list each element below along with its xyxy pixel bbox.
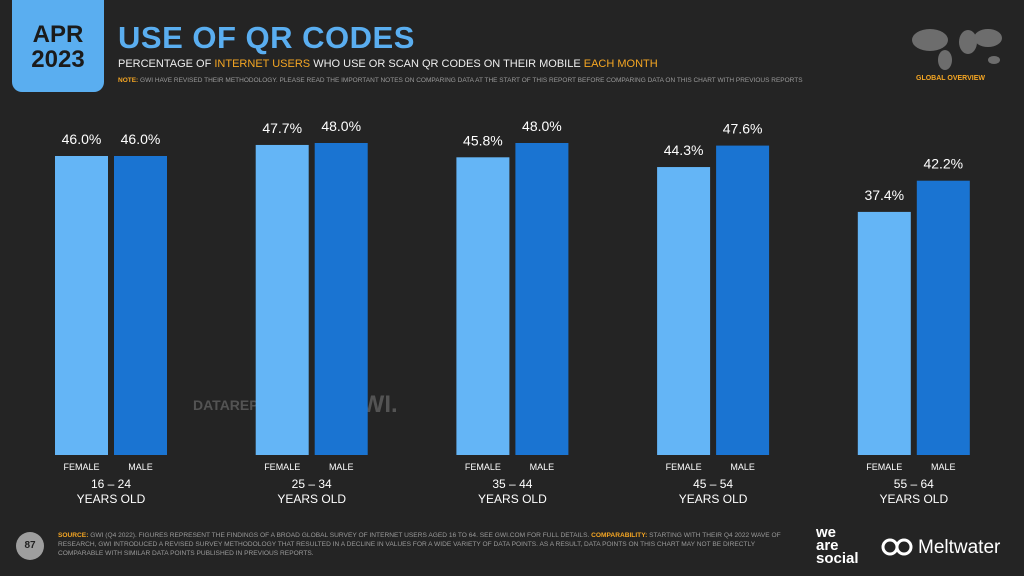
bar bbox=[255, 144, 309, 455]
category-label: 25 – 34 bbox=[292, 477, 332, 491]
brand-logo: we are social bbox=[816, 524, 859, 567]
subtitle-part: WHO USE OR SCAN QR CODES ON THEIR MOBILE bbox=[310, 58, 584, 70]
value-label: 46.0% bbox=[121, 131, 161, 147]
series-label: FEMALE bbox=[465, 462, 501, 472]
category-label: 45 – 54 bbox=[693, 477, 733, 491]
category-label: 35 – 44 bbox=[492, 477, 532, 491]
value-label: 42.2% bbox=[923, 156, 963, 172]
value-label: 44.3% bbox=[664, 142, 704, 158]
category-suffix: YEARS OLD bbox=[277, 492, 346, 506]
title: USE OF QR CODES bbox=[118, 20, 415, 55]
value-label: 47.7% bbox=[262, 120, 302, 136]
date-badge: APR 2023 bbox=[12, 0, 104, 92]
brand-line: social bbox=[816, 550, 859, 567]
world-map bbox=[912, 29, 1002, 70]
series-label: FEMALE bbox=[264, 462, 300, 472]
bar bbox=[456, 157, 510, 456]
footer-text: SOURCE: GWI (Q4 2022). FIGURES REPRESENT… bbox=[58, 531, 798, 558]
value-label: 47.6% bbox=[723, 121, 763, 137]
bar bbox=[114, 156, 167, 455]
value-label: 48.0% bbox=[321, 118, 361, 134]
series-label: FEMALE bbox=[63, 462, 99, 472]
value-label: 45.8% bbox=[463, 132, 503, 148]
category-suffix: YEARS OLD bbox=[478, 492, 547, 506]
source-label: SOURCE: bbox=[58, 532, 89, 539]
value-label: 46.0% bbox=[62, 131, 102, 147]
partner-icon bbox=[881, 538, 913, 556]
subtitle-part: INTERNET USERS bbox=[214, 58, 311, 70]
bar bbox=[657, 167, 711, 456]
category-suffix: YEARS OLD bbox=[879, 492, 948, 506]
bar bbox=[916, 180, 970, 455]
bar bbox=[515, 143, 569, 455]
series-label: MALE bbox=[931, 462, 956, 472]
month: APR bbox=[32, 21, 84, 48]
brand-line: are bbox=[816, 537, 839, 554]
source: GWI (Q4 2022). FIGURES REPRESENT THE FIN… bbox=[90, 532, 590, 539]
value-label: 37.4% bbox=[864, 187, 904, 203]
category-label: 55 – 64 bbox=[894, 477, 934, 491]
brand-line: we bbox=[816, 524, 837, 541]
comparability: STARTING WITH THEIR Q4 2022 WAVE OF RESE… bbox=[58, 532, 781, 557]
note-label: NOTE: bbox=[118, 77, 139, 84]
series-label: MALE bbox=[530, 462, 555, 472]
category-label: 16 – 24 bbox=[91, 477, 131, 491]
series-label: FEMALE bbox=[666, 462, 702, 472]
category-suffix: YEARS OLD bbox=[77, 492, 146, 506]
page-number: 87 bbox=[16, 532, 44, 560]
partner-logo: Meltwater bbox=[918, 537, 1001, 558]
category-suffix: YEARS OLD bbox=[679, 492, 748, 506]
value-label: 48.0% bbox=[522, 118, 562, 134]
year: 2023 bbox=[31, 46, 85, 73]
note-text: GWI HAVE REVISED THEIR METHODOLOGY. PLEA… bbox=[140, 77, 803, 84]
bar bbox=[716, 145, 770, 455]
section-badge: GLOBAL OVERVIEW bbox=[916, 75, 985, 82]
comparability-label: COMPARABILITY: bbox=[591, 532, 648, 539]
subtitle-part: PERCENTAGE OF bbox=[118, 58, 215, 70]
series-label: FEMALE bbox=[866, 462, 902, 472]
bar bbox=[314, 143, 368, 455]
series-label: MALE bbox=[329, 462, 354, 472]
subtitle-part: EACH MONTH bbox=[583, 58, 658, 70]
series-label: MALE bbox=[128, 462, 153, 472]
bar bbox=[857, 211, 911, 455]
bar bbox=[55, 156, 108, 455]
note: NOTE: GWI HAVE REVISED THEIR METHODOLOGY… bbox=[118, 77, 803, 84]
subtitle: PERCENTAGE OF INTERNET USERS WHO USE OR … bbox=[118, 58, 658, 70]
series-label: MALE bbox=[730, 462, 755, 472]
